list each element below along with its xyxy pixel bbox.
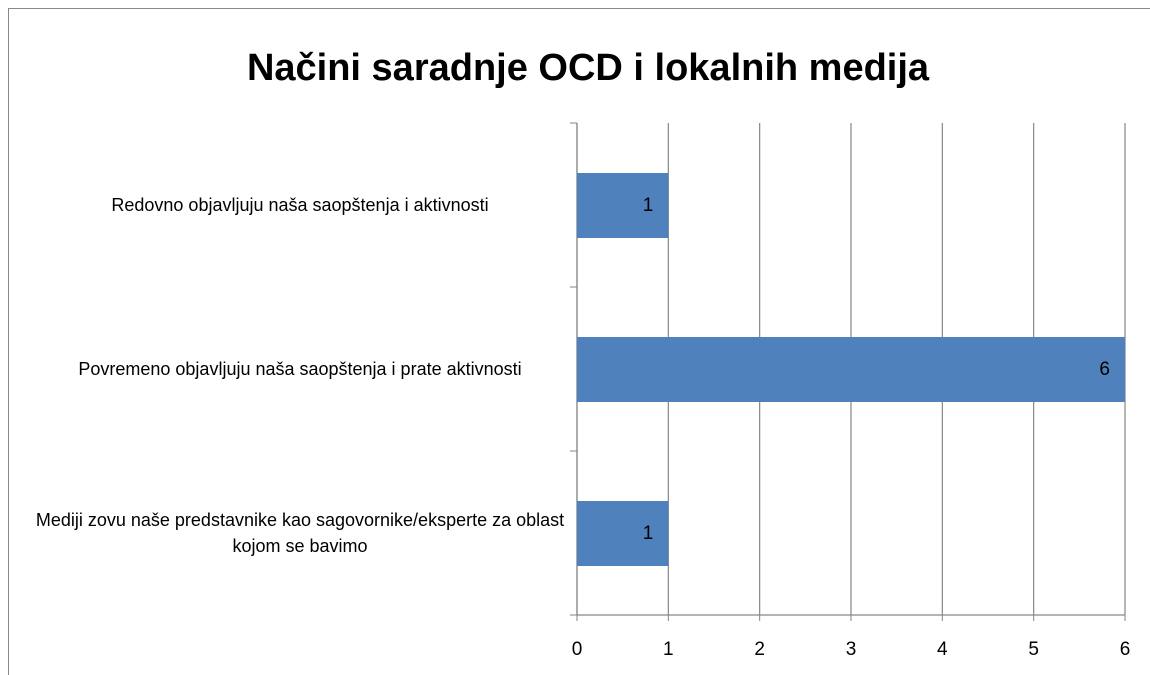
y-tick-label: Redovno objavljuju naša saopštenja i akt… (111, 195, 489, 215)
x-tick-label: 4 (937, 639, 948, 660)
y-tick-label: Mediji zovu naše predstavnike kao sagovo… (35, 510, 565, 556)
data-label: 6 (1099, 359, 1110, 380)
chart-title: Načini saradnje OCD i lokalnih medija (247, 47, 930, 89)
data-label: 1 (643, 523, 654, 544)
x-tick-label: 3 (846, 639, 857, 660)
bar (577, 173, 669, 238)
x-tick-label: 0 (572, 639, 583, 660)
x-tick-label: 1 (663, 639, 674, 660)
chart-border (8, 8, 1150, 675)
bar (577, 501, 669, 566)
data-label: 1 (643, 195, 654, 216)
bar (577, 337, 1125, 402)
x-tick-label: 5 (1028, 639, 1039, 660)
x-tick-label: 2 (754, 639, 765, 660)
y-tick-label: Povremeno objavljuju naša saopštenja i p… (78, 359, 522, 379)
x-tick-label: 6 (1120, 639, 1131, 660)
